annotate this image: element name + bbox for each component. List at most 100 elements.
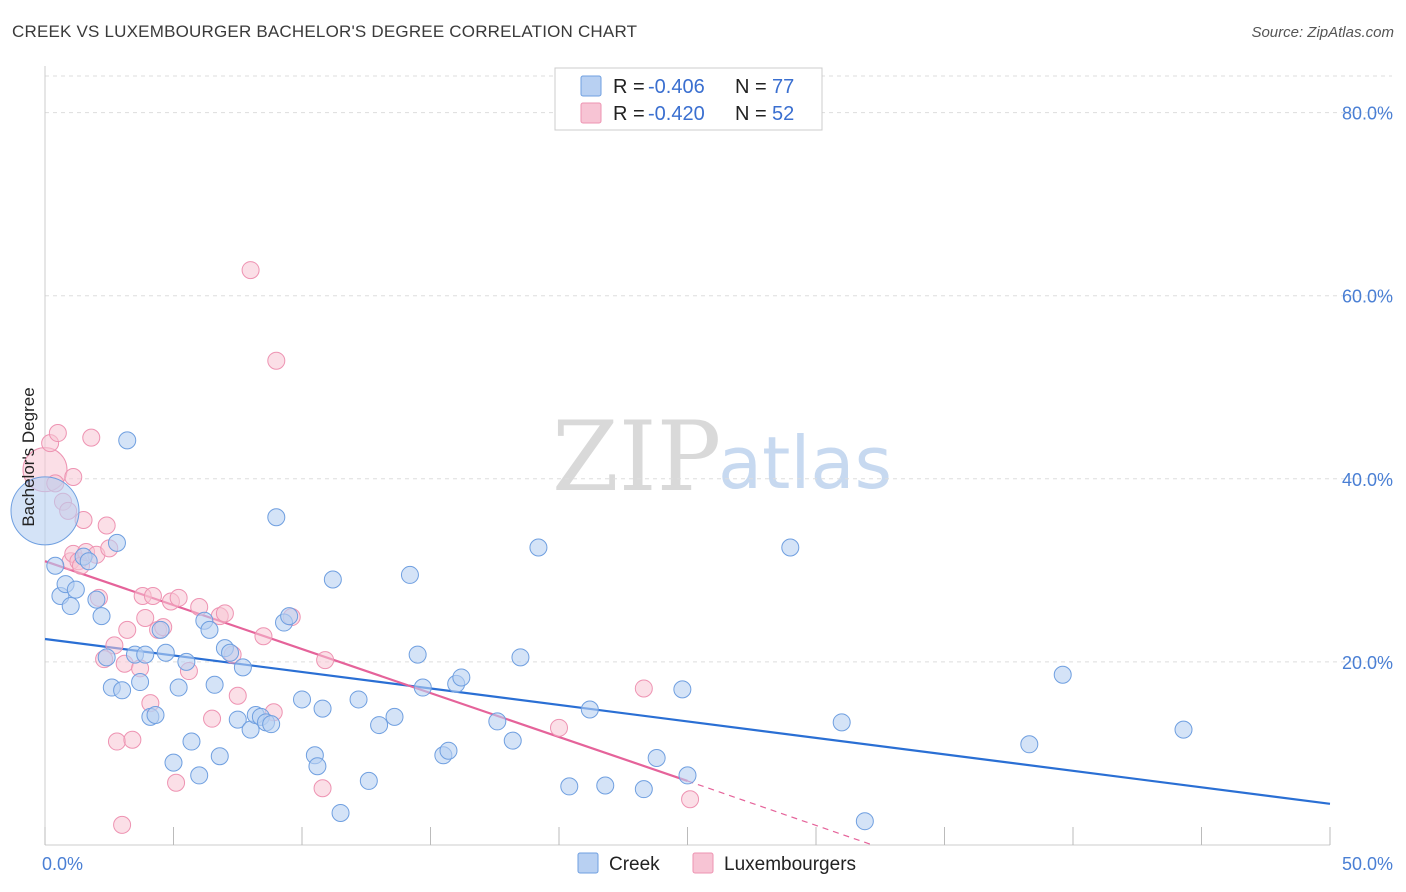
creek-point-66	[596, 776, 615, 795]
lux-point-41	[228, 686, 247, 705]
y-tick-label-0: 20.0%	[1342, 653, 1393, 673]
creek-point-12	[107, 533, 126, 552]
legend-n-label-creek: N =	[735, 76, 767, 98]
creek-point-23	[169, 678, 188, 697]
y-tick-label-3: 80.0%	[1342, 104, 1393, 124]
creek-point-24	[177, 652, 196, 671]
lux-point-43	[254, 627, 273, 646]
x-tick-label-0: 0.0%	[42, 854, 83, 874]
creek-point-20	[151, 620, 170, 639]
creek-point-73	[855, 812, 874, 831]
creek-trend-line	[44, 637, 1331, 805]
legend-n-value-lux: 52	[772, 103, 794, 125]
creek-point-7	[79, 552, 98, 571]
creek-point-45	[308, 757, 327, 776]
creek-point-75	[1053, 665, 1072, 684]
creek-point-69	[673, 680, 692, 699]
creek-point-4	[61, 597, 80, 616]
creek-point-70	[678, 766, 697, 785]
lux-point-23	[118, 620, 137, 639]
creek-point-72	[832, 713, 851, 732]
source-credit: Source: ZipAtlas.com	[1251, 24, 1394, 41]
creek-point-71	[781, 538, 800, 557]
lux-point-24	[123, 730, 142, 749]
y-axis-label: Bachelor's Degree	[19, 387, 38, 526]
lux-point-20	[107, 732, 126, 751]
creek-points	[10, 431, 1193, 831]
legend-n-label-lux: N =	[735, 103, 767, 125]
creek-point-5	[66, 580, 85, 599]
lux-point-42	[241, 261, 260, 280]
creek-point-49	[349, 690, 368, 709]
lux-point-47	[313, 779, 332, 798]
chart-title: CREEK VS LUXEMBOURGER BACHELOR'S DEGREE …	[12, 22, 638, 41]
creek-point-21	[156, 643, 175, 662]
lux-point-13	[82, 428, 101, 447]
creek-point-33	[228, 710, 247, 729]
creek-point-68	[647, 749, 666, 768]
creek-point-29	[205, 675, 224, 694]
bottom-legend: Creek Luxembourgers	[577, 852, 856, 875]
bottom-legend-label-creek: Creek	[609, 854, 660, 875]
creek-point-55	[413, 678, 432, 697]
creek-point-47	[323, 570, 342, 589]
watermark-zip: ZIP	[552, 401, 721, 513]
lux-point-37	[203, 709, 222, 728]
bottom-legend-label-lux: Luxembourgers	[724, 854, 856, 875]
x-tick-labels: 0.0% 50.0%	[42, 854, 1393, 874]
lux-point-3	[48, 424, 67, 443]
lux-point-45	[267, 351, 286, 370]
creek-point-63	[529, 538, 548, 557]
creek-point-10	[97, 648, 116, 667]
legend-r-value-lux: -0.420	[648, 103, 705, 125]
lux-point-34	[169, 588, 188, 607]
creek-point-54	[408, 645, 427, 664]
y-tick-label-1: 40.0%	[1342, 470, 1393, 490]
creek-point-52	[385, 707, 404, 726]
creek-point-53	[400, 565, 419, 584]
creek-point-39	[262, 715, 281, 734]
lux-trend-extension	[687, 780, 873, 846]
lux-point-51	[681, 790, 700, 809]
creek-point-42	[280, 607, 299, 626]
creek-point-48	[331, 803, 350, 822]
creek-point-46	[313, 699, 332, 718]
creek-point-22	[164, 753, 183, 772]
creek-point-1	[46, 556, 65, 575]
lux-point-27	[136, 608, 155, 627]
creek-point-8	[87, 590, 106, 609]
lux-point-8	[64, 467, 83, 486]
creek-point-14	[118, 431, 137, 450]
creek-point-65	[580, 700, 599, 719]
creek-point-0	[10, 476, 80, 546]
y-tick-label-2: 60.0%	[1342, 287, 1393, 307]
watermark-atlas: atlas	[718, 421, 892, 505]
creek-point-74	[1020, 735, 1039, 754]
lux-point-39	[215, 604, 234, 623]
creek-point-40	[267, 508, 286, 527]
creek-point-51	[370, 716, 389, 735]
legend-r-label-creek: R =	[613, 76, 645, 98]
legend-box: R = -0.406 N = 77 R = -0.420 N = 52	[554, 67, 823, 131]
creek-point-9	[92, 607, 111, 626]
lux-point-17	[97, 516, 116, 535]
creek-point-17	[136, 645, 155, 664]
creek-point-13	[113, 681, 132, 700]
lux-point-50	[634, 679, 653, 698]
legend-r-value-creek: -0.406	[648, 76, 705, 98]
creek-point-28	[200, 620, 219, 639]
creek-point-61	[503, 731, 522, 750]
creek-point-57	[439, 741, 458, 760]
creek-point-59	[452, 668, 471, 687]
creek-point-19	[146, 706, 165, 725]
creek-point-64	[560, 777, 579, 796]
legend-swatch-creek	[580, 75, 602, 97]
lux-point-29	[143, 586, 162, 605]
creek-point-16	[131, 673, 150, 692]
y-tick-labels: 20.0% 40.0% 60.0% 80.0%	[1342, 104, 1393, 673]
lux-point-49	[550, 718, 568, 737]
creek-point-62	[511, 648, 530, 667]
lux-point-33	[167, 773, 186, 792]
x-tick-label-1: 50.0%	[1342, 854, 1393, 874]
